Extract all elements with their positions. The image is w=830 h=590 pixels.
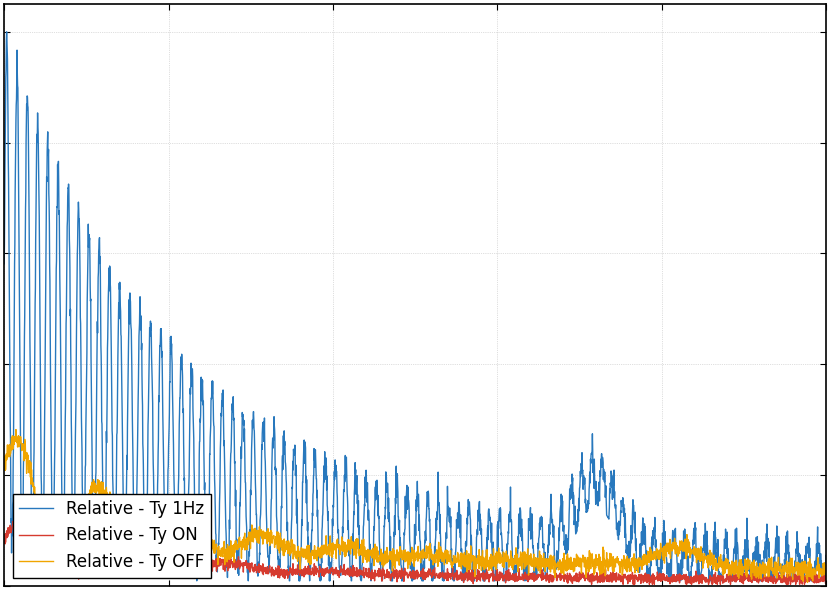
Relative - Ty OFF [142,547,152,554]
Relative - Ty ON [22,503,32,510]
Relative - Ty OFF [803,579,813,586]
Relative - Ty 1Hz [0,260,9,267]
Relative - Ty 1Hz [2,28,12,35]
Relative - Ty OFF [11,426,21,433]
Relative - Ty OFF [93,487,103,494]
Relative - Ty 1Hz [142,492,152,499]
Relative - Ty 1Hz [93,274,103,281]
Relative - Ty OFF [315,550,325,557]
Relative - Ty 1Hz [192,577,202,584]
Relative - Ty ON [315,563,325,570]
Line: Relative - Ty 1Hz: Relative - Ty 1Hz [4,32,826,581]
Line: Relative - Ty ON: Relative - Ty ON [4,507,826,584]
Relative - Ty 1Hz [821,552,830,559]
Relative - Ty 1Hz [350,470,360,477]
Relative - Ty ON [93,559,103,566]
Relative - Ty ON [805,575,815,582]
Relative - Ty OFF [821,569,830,576]
Relative - Ty OFF [350,539,360,546]
Relative - Ty ON [142,554,152,561]
Relative - Ty OFF [805,573,815,581]
Relative - Ty ON [350,568,360,575]
Relative - Ty ON [717,574,727,581]
Line: Relative - Ty OFF: Relative - Ty OFF [4,430,826,582]
Relative - Ty ON [587,581,597,588]
Relative - Ty OFF [716,556,726,563]
Relative - Ty ON [821,573,830,580]
Relative - Ty ON [0,537,9,545]
Relative - Ty 1Hz [315,577,325,584]
Relative - Ty 1Hz [805,563,815,571]
Relative - Ty OFF [0,464,9,471]
Relative - Ty 1Hz [717,576,727,584]
Legend: Relative - Ty 1Hz, Relative - Ty ON, Relative - Ty OFF: Relative - Ty 1Hz, Relative - Ty ON, Rel… [12,493,211,578]
